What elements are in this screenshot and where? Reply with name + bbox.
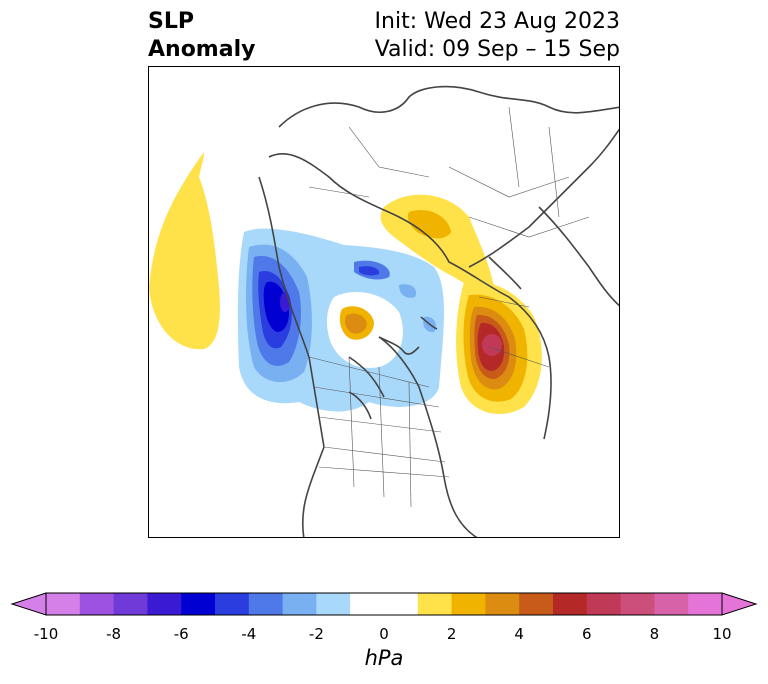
colorbar-tick-label: 10 bbox=[712, 625, 732, 643]
colorbar-cell bbox=[282, 593, 317, 615]
colorbar-cell bbox=[350, 593, 385, 615]
colorbar-cell bbox=[79, 593, 115, 615]
colorbar-tick-label: 6 bbox=[582, 625, 592, 643]
coastlines bbox=[258, 85, 619, 537]
colorbar-cell bbox=[688, 593, 723, 615]
colorbar-tick-label: -4 bbox=[241, 625, 257, 643]
valid-range: Valid: 09 Sep – 15 Sep bbox=[374, 37, 620, 62]
colorbar-cell bbox=[654, 593, 689, 615]
colorbar-tick-label: 2 bbox=[446, 625, 457, 643]
colorbar-tick-label: -6 bbox=[173, 625, 189, 643]
colorbar-cell bbox=[316, 593, 351, 615]
colorbar-tick-label: -10 bbox=[33, 625, 59, 643]
colorbar-extend-high bbox=[721, 592, 758, 616]
colorbar-cell bbox=[417, 593, 453, 615]
colorbar-tick-label: 8 bbox=[649, 625, 660, 643]
colorbar-cell bbox=[147, 593, 182, 615]
colorbar-outline bbox=[45, 592, 723, 616]
anomaly-map bbox=[149, 85, 619, 537]
colorbar-cell bbox=[181, 593, 216, 615]
colorbar-extend-low bbox=[10, 592, 47, 616]
colorbar-tick-label: 4 bbox=[514, 625, 524, 643]
colorbar bbox=[10, 592, 758, 616]
colorbar-cell bbox=[215, 593, 250, 615]
init-date: Init: Wed 23 Aug 2023 bbox=[374, 9, 620, 34]
map-title: SLP Anomaly bbox=[148, 9, 256, 62]
colorbar-cell bbox=[485, 593, 520, 615]
colorbar-cell bbox=[451, 593, 486, 615]
colorbar-cell bbox=[248, 593, 284, 615]
colorbar-cell bbox=[519, 593, 554, 615]
colorbar-tick-label: 0 bbox=[379, 625, 389, 643]
colorbar-cell bbox=[553, 593, 588, 615]
political-borders bbox=[308, 106, 590, 508]
colorbar-unit: hPa bbox=[364, 646, 404, 670]
colorbar-cell bbox=[113, 593, 148, 615]
colorbar-cell bbox=[586, 593, 622, 615]
colorbar-tick-label: -2 bbox=[308, 625, 324, 643]
colorbar-cell bbox=[384, 593, 419, 615]
map-subtitle: Init: Wed 23 Aug 2023 Valid: 09 Sep – 15… bbox=[375, 8, 620, 64]
colorbar-cell bbox=[46, 593, 81, 615]
colorbar-cell bbox=[620, 593, 655, 615]
map-panel bbox=[148, 66, 620, 538]
colorbar-tick-label: -8 bbox=[106, 625, 122, 643]
